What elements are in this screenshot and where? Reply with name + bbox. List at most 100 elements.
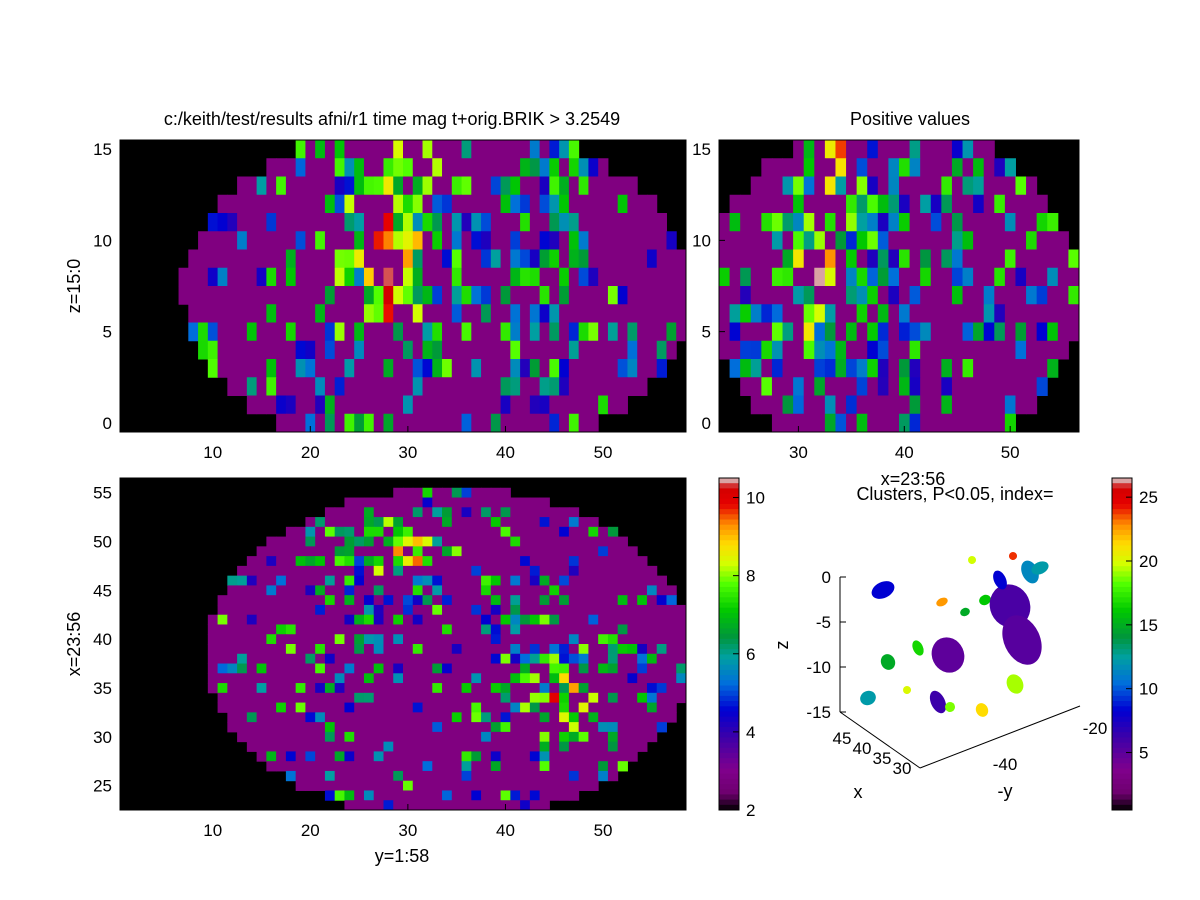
cluster-blob bbox=[945, 702, 955, 712]
heatmap-cell bbox=[520, 140, 531, 159]
heatmap-cell bbox=[607, 644, 619, 655]
heatmap-cell bbox=[344, 663, 355, 674]
heatmap-cell bbox=[588, 614, 599, 625]
heatmap-cell bbox=[510, 395, 521, 415]
heatmap-cell bbox=[598, 614, 609, 625]
heatmap-cell bbox=[344, 194, 355, 214]
heatmap-cell bbox=[363, 575, 375, 586]
heatmap-cell bbox=[246, 377, 258, 396]
heatmap-cell bbox=[500, 761, 511, 772]
heatmap-cell bbox=[568, 140, 580, 159]
tick-label: 15 bbox=[93, 140, 112, 159]
heatmap-cell bbox=[617, 624, 628, 635]
heatmap-cell bbox=[1068, 322, 1080, 342]
heatmap-cell bbox=[393, 712, 404, 723]
heatmap-cell bbox=[539, 770, 550, 782]
heatmap-cell bbox=[403, 497, 414, 508]
heatmap-cell bbox=[412, 487, 424, 499]
heatmap-cell bbox=[761, 267, 773, 287]
heatmap-cell bbox=[373, 800, 384, 811]
heatmap-cell bbox=[549, 634, 560, 645]
heatmap-cell bbox=[529, 751, 541, 762]
heatmap-cell bbox=[983, 140, 995, 159]
heatmap-cell bbox=[588, 575, 599, 586]
heatmap-cell bbox=[598, 751, 609, 762]
heatmap-cell bbox=[1004, 267, 1016, 287]
heatmap-cell bbox=[1004, 286, 1016, 305]
heatmap-cell bbox=[295, 712, 306, 723]
heatmap-cell bbox=[637, 712, 648, 723]
sagittal-title: Positive values bbox=[850, 109, 970, 129]
heatmap-cell bbox=[442, 322, 453, 342]
heatmap-cell bbox=[471, 634, 482, 645]
tick-label: 10 bbox=[1139, 680, 1158, 699]
heatmap-cell bbox=[761, 304, 773, 323]
heatmap-cell bbox=[578, 712, 589, 723]
heatmap-cell bbox=[856, 286, 868, 305]
heatmap-cell bbox=[305, 604, 316, 616]
heatmap-cell bbox=[856, 359, 868, 378]
heatmap-cell bbox=[793, 304, 805, 323]
heatmap-cell bbox=[676, 286, 687, 305]
heatmap-cell bbox=[198, 231, 209, 250]
heatmap-cell bbox=[461, 340, 472, 360]
heatmap-cell bbox=[305, 359, 316, 378]
heatmap-cell bbox=[867, 249, 879, 269]
heatmap-cell bbox=[793, 413, 805, 433]
heatmap-cell bbox=[471, 526, 482, 538]
heatmap-cell bbox=[276, 575, 287, 586]
heatmap-cell bbox=[627, 731, 638, 743]
heatmap-cell bbox=[520, 413, 531, 433]
heatmap-cell bbox=[490, 249, 502, 269]
heatmap-cell bbox=[412, 497, 424, 508]
heatmap-cell bbox=[334, 595, 345, 606]
heatmap-cell bbox=[856, 140, 868, 159]
heatmap-cell bbox=[835, 359, 847, 378]
heatmap-cell bbox=[1057, 322, 1069, 342]
heatmap-cell bbox=[451, 176, 463, 196]
heatmap-cell bbox=[481, 286, 492, 305]
heatmap-cell bbox=[490, 497, 502, 508]
heatmap-cell bbox=[334, 322, 345, 342]
heatmap-cell bbox=[471, 702, 482, 713]
heatmap-cell bbox=[888, 377, 900, 396]
heatmap-cell bbox=[461, 624, 472, 635]
cluster-blobs bbox=[860, 552, 1049, 717]
heatmap-cell bbox=[646, 712, 658, 723]
heatmap-cell bbox=[227, 673, 238, 684]
heatmap-cell bbox=[803, 267, 815, 287]
heatmap-cell bbox=[276, 585, 287, 596]
heatmap-cell bbox=[771, 158, 784, 177]
heatmap-cell bbox=[951, 413, 964, 433]
heatmap-cell bbox=[920, 395, 932, 415]
heatmap-cell bbox=[520, 176, 531, 196]
heatmap-cell bbox=[461, 595, 472, 606]
heatmap-cell bbox=[656, 614, 667, 625]
heatmap-cell bbox=[877, 231, 889, 250]
heatmap-cell bbox=[305, 692, 316, 704]
heatmap-cell bbox=[373, 790, 384, 801]
heatmap-cell bbox=[646, 614, 658, 625]
colorbar-segment bbox=[1112, 540, 1132, 546]
heatmap-cell bbox=[227, 653, 238, 665]
heatmap-cell bbox=[617, 663, 628, 674]
heatmap-cell bbox=[588, 322, 599, 342]
heatmap-cell bbox=[217, 194, 228, 214]
heatmap-cell bbox=[442, 487, 453, 499]
heatmap-cell bbox=[285, 604, 297, 616]
tick-label: -20 bbox=[1083, 719, 1108, 738]
heatmap-cell bbox=[549, 565, 560, 577]
heatmap-cell bbox=[877, 359, 889, 378]
heatmap-cell bbox=[782, 304, 794, 323]
heatmap-cell bbox=[471, 604, 482, 616]
heatmap-cell bbox=[256, 751, 267, 762]
heatmap-cell bbox=[877, 176, 889, 196]
heatmap-cell bbox=[740, 322, 752, 342]
heatmap-cell bbox=[578, 213, 589, 232]
heatmap-cell bbox=[500, 304, 511, 323]
heatmap-cell bbox=[344, 770, 355, 782]
heatmap-cell bbox=[951, 140, 964, 159]
heatmap-cell bbox=[295, 213, 306, 232]
heatmap-cell bbox=[305, 770, 316, 782]
heatmap-cell bbox=[334, 575, 345, 586]
